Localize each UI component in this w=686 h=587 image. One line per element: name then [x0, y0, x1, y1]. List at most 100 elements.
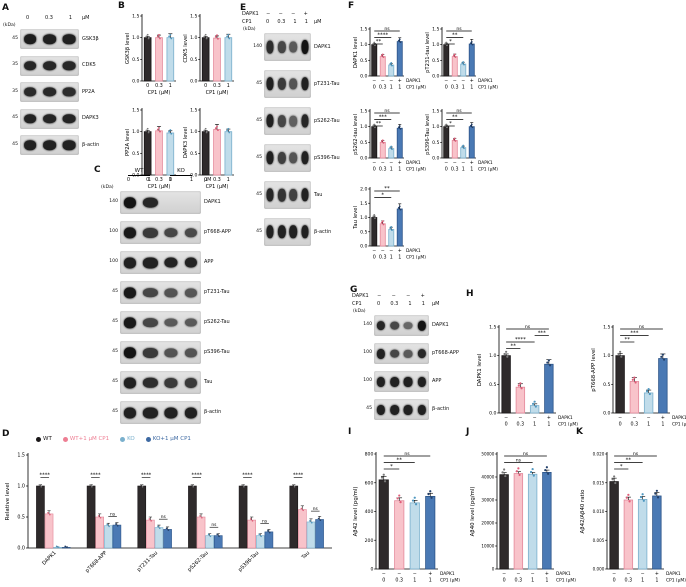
protein-band: [164, 406, 178, 419]
kda-unit-label: (kDa): [101, 185, 114, 190]
x-tick-label: 0: [505, 422, 508, 428]
y-axis-label: pT668-APP level: [591, 348, 597, 392]
lane-group-label: KO: [170, 168, 192, 176]
protein-band: [301, 40, 309, 54]
y-tick-label: 1.0: [603, 353, 610, 359]
band-label: DAPK1: [314, 43, 331, 50]
lane-label: +: [420, 292, 425, 299]
chart-cell: 0.0 0.5 1.0 1.5 pT231-tau level ns ** * − − − + DAPK…: [422, 8, 498, 91]
x-tick-label: 0: [373, 167, 376, 173]
blot-band-row: 45 β-actin: [352, 399, 472, 420]
bar: [544, 363, 554, 414]
x-tick-label: 0: [146, 83, 149, 89]
data-point: [309, 520, 311, 522]
blot-band-row: 45 β-actin: [100, 401, 246, 424]
lane-label: 0.3: [45, 14, 53, 21]
blot-strip: [264, 107, 311, 135]
bar: [224, 131, 233, 176]
blot-strip: [20, 135, 79, 155]
panel-g-blot: DAPK1 − − − + CP1 0 0.3 1 1 μM (kDa) 140 DAPK1 100 pT66…: [350, 286, 472, 420]
blot-header-row: CP1 0 0.3 1 1 μM: [352, 300, 472, 308]
data-point: [471, 43, 474, 46]
band-label: pS262-Tau: [314, 117, 340, 124]
data-point: [47, 511, 49, 514]
protein-band: [143, 317, 158, 328]
kda-label: 140: [363, 322, 372, 328]
lane-label: 1: [293, 18, 297, 25]
x-tick-label: 0: [373, 85, 376, 91]
x-tick-label: −: [372, 79, 376, 84]
protein-band: [376, 404, 385, 415]
band-label: Tau: [204, 379, 213, 385]
protein-band: [277, 151, 286, 165]
data-point: [399, 41, 402, 43]
data-point: [204, 127, 207, 130]
lane-label: 0: [126, 176, 131, 183]
x-tick-label: −: [381, 249, 385, 254]
bar: [371, 44, 378, 77]
data-point: [470, 41, 473, 43]
x-tick-label: 0.3: [625, 578, 633, 584]
kda-label: 140: [109, 199, 118, 205]
x-tick-label: −: [641, 572, 645, 577]
legend-label: WT+1 μM CP1: [69, 436, 110, 442]
blot-strip: [120, 371, 201, 394]
y-tick-label: 0.0: [432, 74, 439, 80]
data-point: [427, 493, 430, 496]
protein-band: [164, 227, 178, 238]
band-label: DAPK1: [204, 199, 221, 205]
protein-band: [277, 188, 286, 202]
y-tick-label: 1.0: [17, 484, 25, 490]
data-point: [258, 533, 261, 536]
x-tick-label: 0.3: [379, 85, 387, 91]
y-axis-label: Relative level: [5, 482, 11, 520]
data-point: [383, 480, 387, 483]
sig-label: *: [449, 39, 452, 45]
bar: [188, 485, 197, 549]
protein-band: [266, 151, 274, 165]
y-tick-label: 1.5: [190, 108, 197, 114]
protein-band: [42, 34, 57, 44]
legend-dot: [36, 436, 41, 442]
x-tick-label: 0.3: [515, 578, 523, 584]
y-tick-label: 1.5: [360, 201, 367, 207]
protein-band: [124, 256, 137, 269]
y-tick-label: 0.0: [17, 546, 25, 552]
blot-strip: [20, 82, 79, 102]
data-point: [116, 525, 119, 527]
data-point: [190, 484, 193, 486]
protein-band: [143, 227, 158, 238]
data-point: [156, 35, 159, 38]
band-label: pS262-Tau: [204, 319, 230, 325]
blot-band-row: 45 pS262-Tau: [100, 311, 246, 334]
data-point: [165, 527, 168, 530]
blot-band-row: 140 DAPK1: [242, 33, 350, 61]
x-row-label: CP1 (μM): [478, 167, 498, 173]
x-row-label: DAPK1: [406, 248, 421, 254]
panel-f: F 0.0 0.5 1.0 1.5 DAPK1 level ns **** ** − − − + DAP…: [348, 2, 498, 264]
blot-band-row: 45 GSK3β: [2, 29, 116, 49]
data-point: [445, 41, 448, 44]
data-point: [106, 523, 109, 526]
blot-band-row: 45 β-actin: [2, 135, 116, 155]
bar: [396, 127, 403, 159]
bar: [166, 37, 175, 82]
y-tick-label: 0.5: [432, 58, 439, 64]
data-point: [662, 358, 666, 361]
lane-label: 0: [25, 14, 30, 21]
bar: [629, 381, 640, 414]
x-tick-label: −: [647, 416, 651, 421]
y-axis-label: pT231-tau level: [425, 32, 431, 73]
data-point: [429, 490, 432, 493]
x-row-label: CP1 (μM): [440, 578, 460, 584]
y-tick-label: 40000: [481, 475, 494, 480]
kda-label: 100: [109, 229, 118, 235]
panel-e-blot: DAPK1− − − + CP1 0 0.3 1 1 μM (kDa) 140 DAPK1 45 pT231…: [240, 4, 350, 246]
data-point: [529, 470, 533, 474]
x-tick-label: −: [372, 249, 376, 254]
data-point: [547, 359, 550, 362]
sig-label: ****: [293, 472, 304, 478]
